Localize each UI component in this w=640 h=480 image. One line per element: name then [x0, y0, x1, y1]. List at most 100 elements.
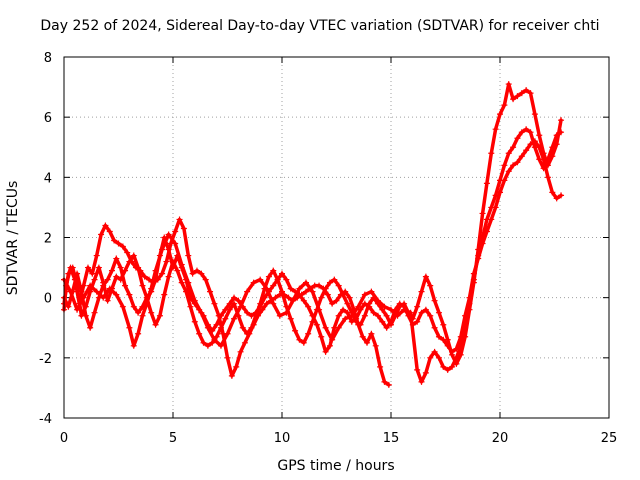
data-point	[196, 330, 203, 337]
data-point	[74, 282, 81, 289]
x-tick-label: 0	[60, 431, 68, 446]
data-point	[435, 333, 442, 340]
data-point	[91, 276, 98, 283]
x-tick-label: 25	[601, 431, 618, 446]
data-point	[148, 285, 155, 292]
data-point	[514, 135, 521, 142]
data-point	[259, 306, 266, 313]
data-point	[130, 252, 137, 259]
data-point	[340, 306, 347, 313]
data-point	[170, 258, 176, 265]
data-point	[176, 216, 183, 223]
data-point	[355, 303, 362, 310]
data-point	[435, 309, 442, 316]
data-point	[279, 288, 285, 295]
data-point	[366, 300, 373, 307]
data-point	[427, 282, 434, 289]
data-point	[139, 312, 146, 319]
data-point	[241, 339, 248, 346]
data-point	[272, 294, 279, 301]
data-point	[152, 267, 159, 274]
data-point	[213, 321, 220, 328]
grid-lines	[64, 57, 609, 418]
data-point	[359, 333, 366, 340]
data-point	[187, 303, 194, 310]
y-tick-label: -4	[39, 412, 52, 427]
data-point	[381, 378, 388, 385]
data-point	[357, 306, 364, 313]
data-point	[322, 348, 329, 355]
data-point	[165, 246, 172, 253]
data-point	[405, 309, 412, 316]
data-point	[248, 324, 255, 331]
data-point	[270, 267, 277, 274]
data-point	[183, 288, 190, 295]
data-point	[418, 288, 425, 295]
data-point	[302, 279, 309, 286]
data-point	[544, 162, 551, 169]
data-point	[483, 216, 490, 223]
data-point	[231, 315, 238, 322]
data-point	[217, 324, 224, 331]
data-point	[518, 153, 525, 160]
data-point	[527, 90, 534, 97]
data-point	[313, 306, 320, 313]
data-point	[270, 282, 277, 289]
data-point	[318, 294, 325, 301]
data-point	[335, 282, 342, 289]
data-point	[322, 324, 329, 331]
data-point	[80, 294, 87, 301]
data-point	[146, 276, 153, 283]
data-point	[444, 366, 451, 373]
y-tick-label: 8	[44, 51, 52, 66]
data-point	[364, 339, 371, 346]
data-point	[279, 270, 285, 277]
data-point	[457, 351, 464, 358]
data-point	[67, 288, 74, 295]
data-point	[540, 150, 547, 157]
data-point	[69, 264, 76, 271]
data-point	[222, 315, 229, 322]
data-point	[379, 306, 386, 313]
data-point	[462, 333, 469, 340]
data-point	[409, 315, 416, 322]
data-point	[139, 282, 146, 289]
data-point	[324, 291, 331, 298]
data-point	[385, 381, 392, 388]
data-point	[126, 258, 133, 265]
data-point	[372, 342, 379, 349]
data-point	[231, 294, 238, 301]
data-point	[143, 294, 150, 301]
data-point	[174, 267, 181, 274]
data-point	[148, 309, 155, 316]
data-point	[244, 288, 251, 295]
data-point	[549, 153, 556, 160]
data-point	[514, 93, 521, 100]
data-point	[523, 126, 530, 133]
data-point	[527, 129, 534, 136]
data-point	[270, 300, 277, 307]
data-point	[518, 129, 525, 136]
data-point	[401, 300, 408, 307]
data-point	[505, 168, 512, 175]
data-point	[261, 285, 268, 292]
data-point	[87, 324, 94, 331]
x-axis-label: GPS time / hours	[277, 458, 394, 474]
data-point	[283, 303, 290, 310]
y-axis-label: SDTVAR / TECUs	[5, 181, 21, 296]
data-point	[377, 363, 384, 370]
data-point	[388, 321, 394, 328]
data-point	[159, 270, 166, 277]
data-point	[305, 330, 312, 337]
data-point	[296, 336, 303, 343]
x-tick-label: 5	[169, 431, 177, 446]
data-point	[505, 81, 512, 88]
chart-title: Day 252 of 2024, Sidereal Day-to-day VTE…	[40, 18, 599, 34]
data-point	[78, 312, 85, 319]
data-point	[414, 366, 421, 373]
data-point	[104, 276, 111, 283]
data-point	[165, 273, 172, 280]
data-point	[237, 348, 244, 355]
data-point	[346, 294, 353, 301]
